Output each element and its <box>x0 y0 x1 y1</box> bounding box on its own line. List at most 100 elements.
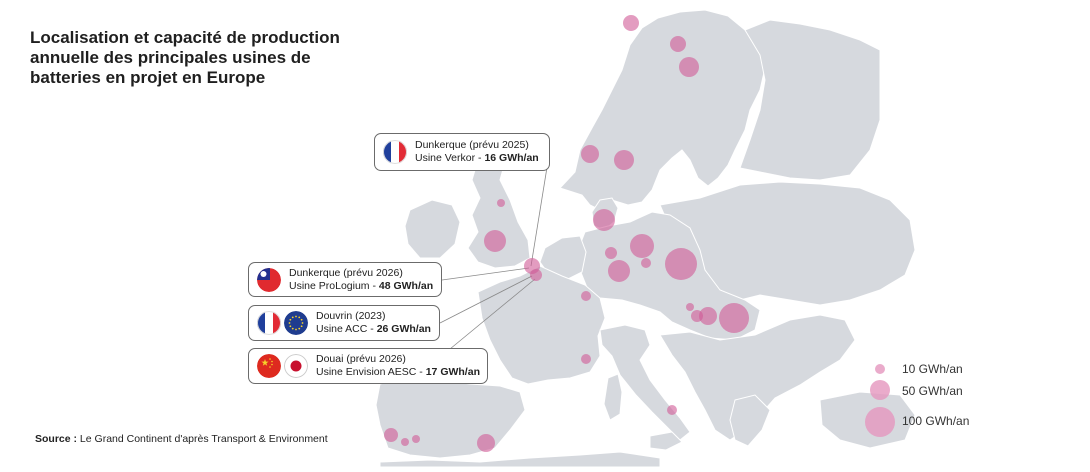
balkans-land <box>659 314 856 441</box>
factory-bubble <box>699 307 717 325</box>
factory-bubble <box>665 248 697 280</box>
callout-flags <box>257 267 281 292</box>
callout-text: Douai (prévu 2026) Usine Envision AESC -… <box>316 353 480 379</box>
callout-flags <box>257 311 308 335</box>
source-label: Source : <box>35 433 78 445</box>
factory-bubbles <box>384 15 749 452</box>
eu-star <box>288 322 291 324</box>
callout-flags <box>257 354 308 378</box>
land-masses <box>375 9 916 468</box>
callout-factory: Usine ACC - 26 GWh/an <box>316 323 431 336</box>
title-line-3: batteries en projet en Europe <box>30 68 266 87</box>
source-note: Source : Le Grand Continent d'après Tran… <box>35 433 328 445</box>
legend-label-medium: 50 GWh/an <box>902 384 963 398</box>
eu-flag-icon <box>284 311 308 335</box>
callout-capacity: 17 GWh/an <box>425 366 480 378</box>
sicily-land <box>649 431 683 451</box>
eu-star <box>295 315 297 318</box>
callout-location: Douai (prévu 2026) <box>316 353 406 365</box>
benelux-land <box>539 235 587 281</box>
scandinavia-land <box>559 9 766 211</box>
factory-bubble <box>581 354 591 364</box>
eu-star <box>298 327 301 330</box>
factory-bubble <box>412 435 420 443</box>
legend-label-small: 10 GWh/an <box>902 362 963 376</box>
factory-bubble <box>477 434 495 452</box>
factory-bubble <box>667 405 677 415</box>
legend-bubble <box>865 407 895 437</box>
corsica-sardinia-land <box>603 373 623 421</box>
iberia-land <box>375 377 526 459</box>
callout-flags <box>383 140 407 164</box>
factory-bubble <box>623 15 639 31</box>
finland-land <box>739 19 881 181</box>
france-flag-icon <box>257 311 281 335</box>
factory-bubble <box>641 258 651 268</box>
legend-bubble <box>875 364 885 374</box>
factory-bubble <box>384 428 398 442</box>
callout-factory-name: Usine Envision AESC - <box>316 366 426 378</box>
taiwan-flag-icon <box>257 267 281 292</box>
title-line-1: Localisation et capacité de production <box>30 28 340 47</box>
callout-text: Dunkerque (prévu 2026) Usine ProLogium -… <box>289 267 433 293</box>
callout-envision: Douai (prévu 2026) Usine Envision AESC -… <box>248 348 488 384</box>
ireland-land <box>404 199 461 259</box>
callout-text: Dunkerque (prévu 2025) Usine Verkor - 16… <box>415 139 539 165</box>
eu-star <box>300 325 303 328</box>
factory-bubble <box>686 303 694 311</box>
great-britain-land <box>467 149 531 269</box>
factory-bubble <box>581 291 591 301</box>
callout-capacity: 16 GWh/an <box>484 152 539 164</box>
factory-bubble <box>484 230 506 252</box>
eu-star <box>291 327 294 330</box>
callout-factory-name: Usine ACC - <box>316 323 377 335</box>
factory-bubble <box>614 150 634 170</box>
factory-bubble <box>679 57 699 77</box>
callout-capacity: 26 GWh/an <box>376 323 431 335</box>
greece-land <box>729 394 771 447</box>
callout-verkor: Dunkerque (prévu 2025) Usine Verkor - 16… <box>374 133 550 171</box>
factory-bubble <box>605 247 617 259</box>
leader-line <box>449 278 536 350</box>
eu-star <box>291 316 294 319</box>
callout-leader-lines <box>439 154 550 350</box>
leader-line <box>441 267 530 281</box>
factory-bubble <box>593 209 615 231</box>
callout-location: Dunkerque (prévu 2026) <box>289 266 403 279</box>
callout-factory: Usine ProLogium - 48 GWh/an <box>289 280 433 293</box>
callout-factory-name: Usine ProLogium - <box>289 279 379 292</box>
eu-star <box>289 325 292 328</box>
eu-star <box>300 318 303 321</box>
factory-bubble <box>719 303 749 333</box>
legend-label-large: 100 GWh/an <box>902 414 970 428</box>
source-text: Le Grand Continent d'après Transport & E… <box>77 433 328 445</box>
callout-factory: Usine Envision AESC - 17 GWh/an <box>316 366 480 379</box>
china-flag-icon <box>257 354 281 378</box>
factory-bubble <box>630 234 654 258</box>
eu-star <box>301 322 304 324</box>
title-line-2: annuelle des principales usines de <box>30 48 311 67</box>
callout-factory: Usine Verkor - 16 GWh/an <box>415 152 539 165</box>
factory-bubble <box>608 260 630 282</box>
callout-text: Douvrin (2023) Usine ACC - 26 GWh/an <box>316 310 431 336</box>
leader-line <box>439 275 533 324</box>
factory-bubble <box>497 199 505 207</box>
legend-bubble <box>870 380 890 400</box>
callout-factory-name: Usine Verkor - <box>415 152 485 164</box>
legend-bubbles <box>865 364 895 437</box>
factory-bubble <box>530 269 542 281</box>
callout-acc: Douvrin (2023) Usine ACC - 26 GWh/an <box>248 305 440 341</box>
japan-flag-icon <box>284 354 308 378</box>
eu-star <box>295 328 297 331</box>
callout-location: Douvrin (2023) <box>316 310 386 322</box>
callout-location: Dunkerque (prévu 2025) <box>415 139 529 151</box>
factory-bubble <box>581 145 599 163</box>
france-flag-icon <box>383 140 407 164</box>
factory-bubble <box>670 36 686 52</box>
callout-capacity: 48 GWh/an <box>378 279 434 292</box>
leader-line <box>530 154 550 267</box>
callout-prologium: Dunkerque (prévu 2026) Usine ProLogium -… <box>248 262 442 297</box>
map-title: Localisation et capacité de production a… <box>30 28 360 88</box>
